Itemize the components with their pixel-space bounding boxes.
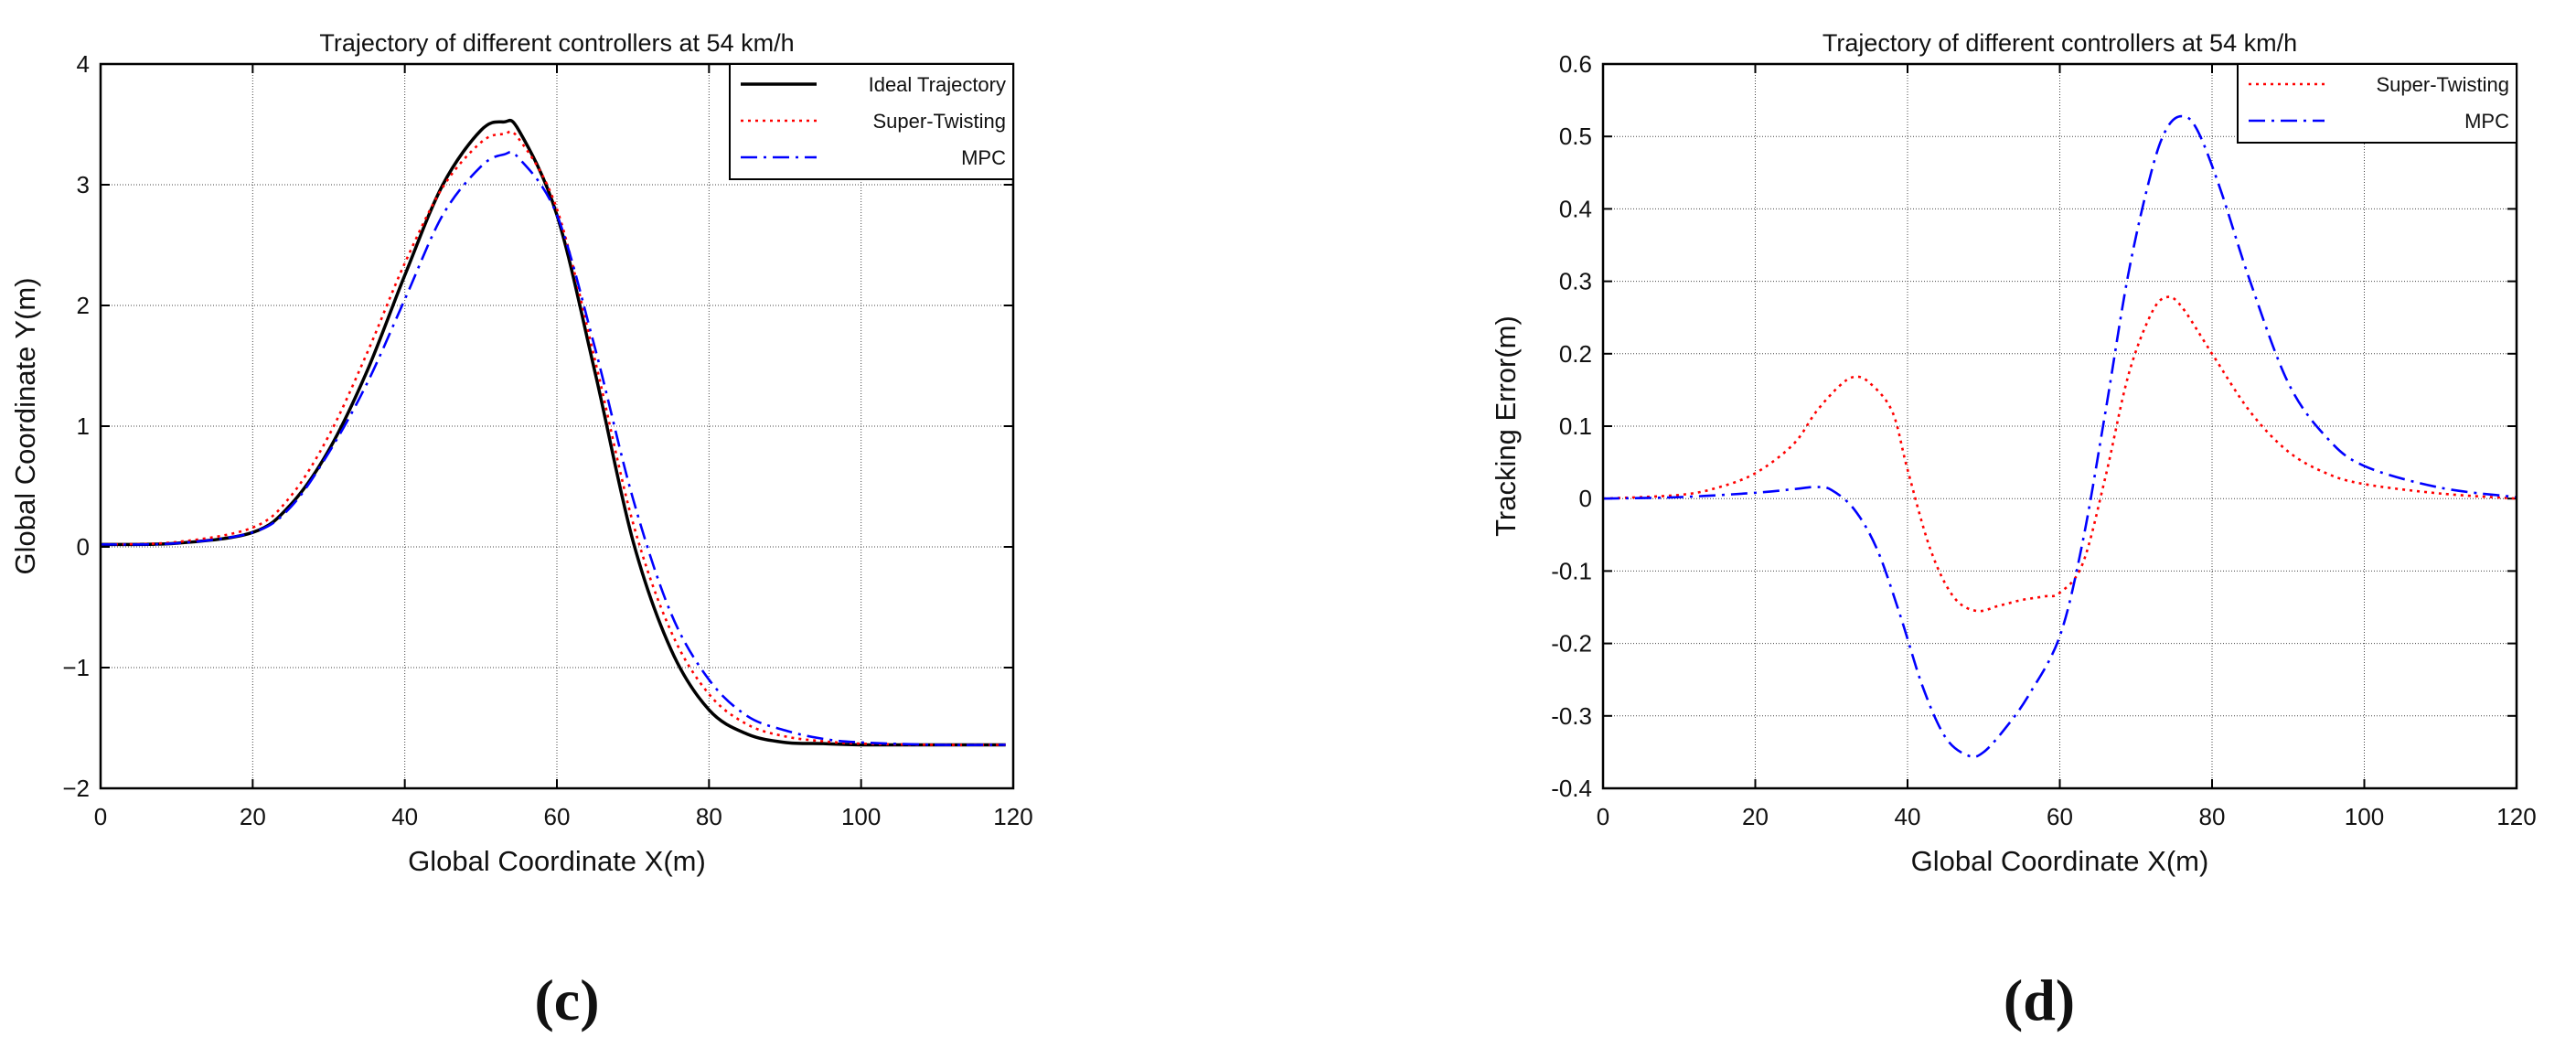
x-tick-label: 80 <box>696 803 722 830</box>
x-tick-label: 120 <box>993 803 1032 830</box>
legend-label: Super-Twisting <box>2376 73 2509 96</box>
plot-frame <box>99 62 1015 790</box>
x-tick-label: 60 <box>2047 803 2073 830</box>
x-axis-label: Global Coordinate X(m) <box>408 845 706 877</box>
y-tick-label: 0.3 <box>1559 268 1592 295</box>
plot-frame <box>1601 62 2518 790</box>
y-tick-label: 0.5 <box>1559 123 1592 150</box>
x-axis-label: Global Coordinate X(m) <box>1911 845 2209 877</box>
y-tick-label: 0.1 <box>1559 412 1592 440</box>
y-tick-label: 0.4 <box>1559 195 1592 222</box>
series-line <box>1602 114 2517 758</box>
x-tick-label: 40 <box>1895 803 1921 830</box>
y-axis-label: Tracking Error(m) <box>1490 316 1522 537</box>
y-tick-label: 0 <box>1579 485 1592 512</box>
series-line <box>100 150 1006 746</box>
y-tick-label: 2 <box>77 292 90 319</box>
x-tick-label: 80 <box>2199 803 2226 830</box>
y-tick-label: -0.1 <box>1551 557 1592 584</box>
x-tick-label: 100 <box>841 803 881 830</box>
y-tick-label: 1 <box>77 412 90 440</box>
y-tick-label: 0.2 <box>1559 340 1592 368</box>
legend-label: Ideal Trajectory <box>869 73 1006 96</box>
y-tick-label: 4 <box>77 50 90 78</box>
x-tick-label: 100 <box>2345 803 2384 830</box>
y-tick-label: -0.3 <box>1551 702 1592 730</box>
series-line <box>100 118 1006 747</box>
series-line <box>1602 295 2517 613</box>
x-tick-label: 0 <box>1597 803 1609 830</box>
y-axis-label: Global Coordinate Y(m) <box>9 277 41 574</box>
legend-label: MPC <box>961 146 1006 169</box>
x-tick-label: 120 <box>2496 803 2536 830</box>
y-tick-label: -0.4 <box>1551 775 1592 802</box>
x-tick-label: 20 <box>240 803 266 830</box>
y-tick-label: -0.2 <box>1551 630 1592 658</box>
x-tick-label: 40 <box>391 803 418 830</box>
legend-label: Super-Twisting <box>872 110 1006 133</box>
y-tick-label: −1 <box>62 654 90 681</box>
figure-caption: (d) <box>2004 968 2075 1032</box>
legend-label: MPC <box>2464 110 2509 133</box>
x-tick-label: 0 <box>94 803 107 830</box>
y-tick-label: 3 <box>77 171 90 198</box>
figure-caption: (c) <box>534 968 599 1032</box>
chart-title: Trajectory of different controllers at 5… <box>1822 29 2297 57</box>
tracking-error-chart: 0 20 40 60 80 100 120 -0.4 -0.3 -0.2 -0.1 0 0.1 0.2 0.… <box>1490 29 2537 1032</box>
trajectory-chart: 0 20 40 60 80 100 120 −2 −1 0 1 2 3 4 Trajectory of di… <box>9 29 1033 1032</box>
x-tick-label: 20 <box>1742 803 1769 830</box>
y-tick-label: 0 <box>77 533 90 561</box>
y-tick-label: 0.6 <box>1559 50 1592 78</box>
legend-box <box>2237 63 2517 144</box>
y-tick-label: −2 <box>62 775 90 802</box>
x-tick-label: 60 <box>544 803 571 830</box>
chart-title: Trajectory of different controllers at 5… <box>319 29 794 57</box>
